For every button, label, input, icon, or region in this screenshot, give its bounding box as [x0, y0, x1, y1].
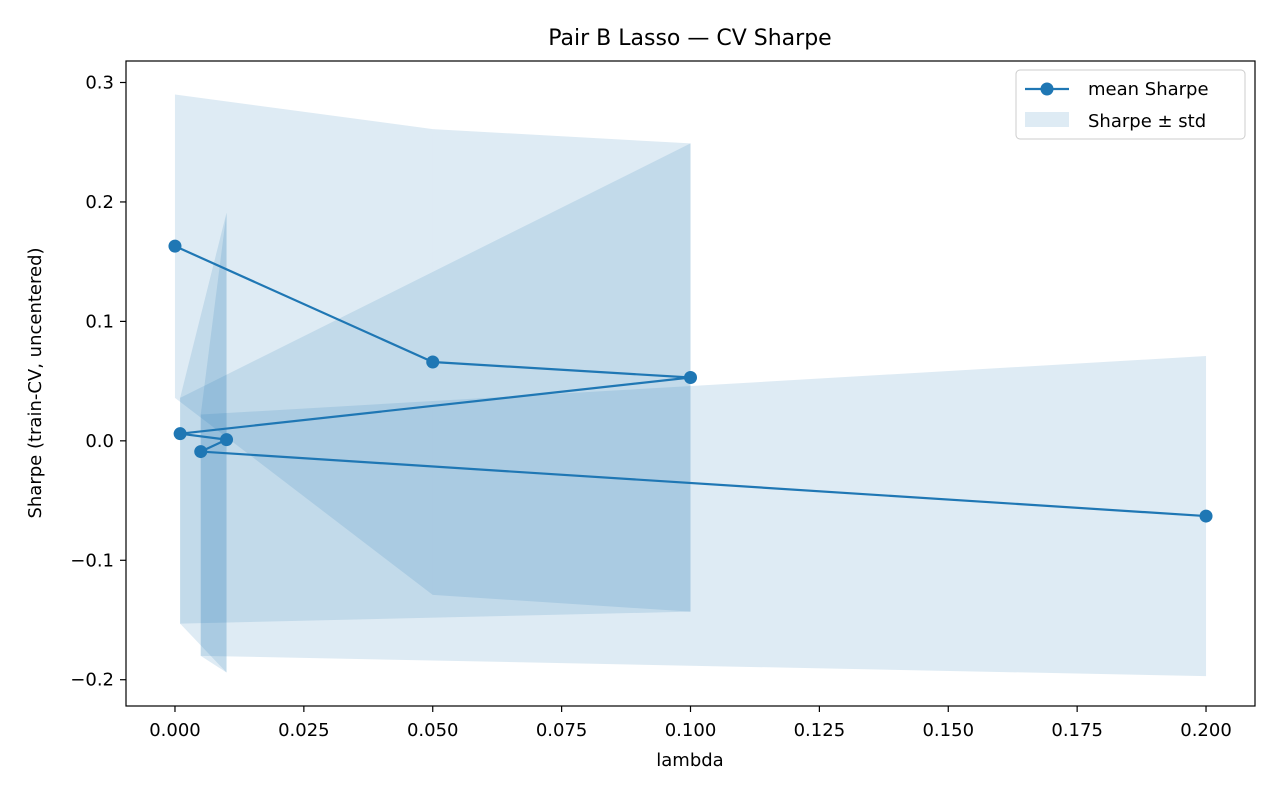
- mean-sharpe-point: [173, 427, 187, 441]
- std-band-segment: [180, 143, 691, 624]
- std-band-segment: [200, 356, 1207, 677]
- legend: mean Sharpe Sharpe ± std: [1015, 69, 1246, 140]
- std-band-segment: [200, 212, 227, 673]
- legend-box: [1015, 69, 1246, 140]
- x-axis-label: lambda: [656, 750, 723, 771]
- y-axis-label: Sharpe (train-CV, uncentered): [25, 247, 46, 518]
- x-tick-label: 0.200: [1180, 720, 1232, 741]
- mean-sharpe-point: [194, 445, 208, 459]
- chart-title: Pair B Lasso — CV Sharpe: [548, 26, 831, 51]
- y-tick-label: 0.1: [85, 311, 114, 332]
- x-tick-label: 0.150: [922, 720, 974, 741]
- legend-marker-swatch: [1040, 82, 1054, 96]
- x-tick-label: 0.075: [536, 720, 588, 741]
- plot-area: [168, 94, 1213, 677]
- mean-sharpe-point: [426, 355, 440, 369]
- x-tick-label: 0.025: [278, 720, 330, 741]
- legend-label-mean: mean Sharpe: [1088, 79, 1209, 100]
- x-tick-label: 0.050: [407, 720, 459, 741]
- y-tick-label: 0.3: [85, 73, 114, 94]
- y-tick-label: −0.2: [70, 670, 114, 691]
- legend-band-swatch: [1025, 112, 1069, 127]
- std-band-segment: [180, 212, 227, 673]
- y-tick-label: −0.1: [70, 550, 114, 571]
- mean-sharpe-point: [684, 371, 697, 385]
- x-tick-label: 0.000: [149, 720, 201, 741]
- x-axis: 0.000 0.025 0.050 0.075 0.100 0.125 0.150 0.175…: [149, 706, 1232, 741]
- mean-sharpe-point: [168, 239, 182, 253]
- std-band-segment: [174, 94, 433, 595]
- mean-sharpe-point: [1199, 509, 1213, 523]
- y-tick-label: 0.0: [85, 431, 114, 452]
- y-axis: −0.2 −0.1 0.0 0.1 0.2 0.3: [70, 73, 126, 691]
- legend-label-band: Sharpe ± std: [1088, 111, 1206, 132]
- x-tick-label: 0.175: [1051, 720, 1103, 741]
- x-tick-label: 0.100: [665, 720, 717, 741]
- mean-sharpe-point: [220, 433, 234, 447]
- y-tick-label: 0.2: [85, 192, 114, 213]
- x-tick-label: 0.125: [794, 720, 846, 741]
